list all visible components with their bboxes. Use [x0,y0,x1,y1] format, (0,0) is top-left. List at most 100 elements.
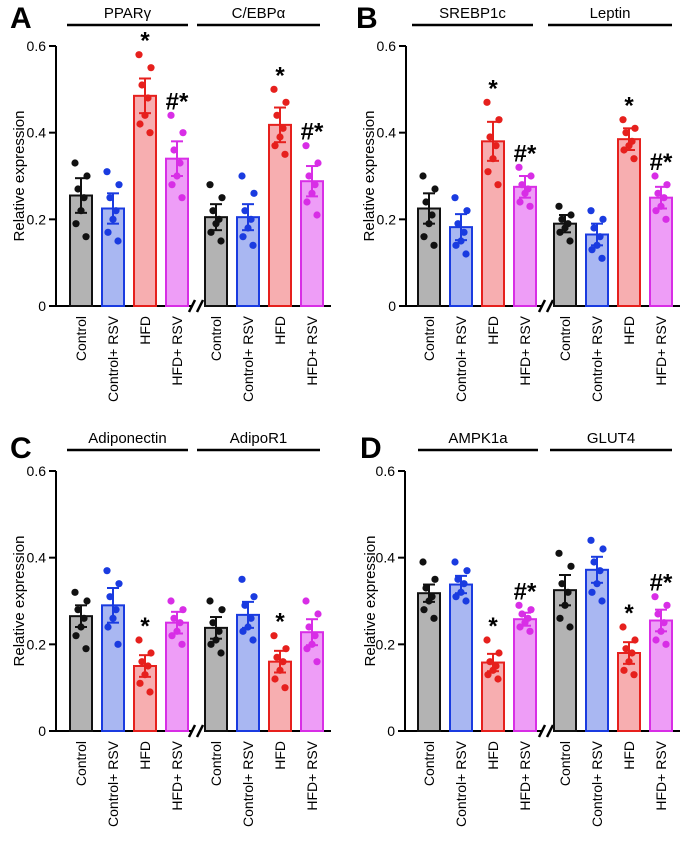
data-point [217,237,225,245]
group-title: Leptin [590,5,631,22]
data-point [282,645,290,653]
data-point [593,241,601,249]
data-point [173,172,181,180]
data-point [516,623,524,631]
data-point [454,220,462,228]
data-point [72,220,80,228]
category-label: HFD+ RSV [304,740,320,810]
category-label: HFD [621,316,637,345]
data-point [104,623,112,631]
data-point [77,623,85,631]
data-point [209,619,217,627]
bar [649,619,673,732]
category-label: Control+ RSV [240,740,256,827]
data-point [112,606,120,614]
data-point [516,198,524,206]
significance-marker: #* [514,140,537,167]
axis-break-mark [537,724,547,738]
data-point [141,671,149,679]
group-title: Adiponectin [88,430,166,447]
data-point [590,224,598,232]
data-point [620,146,628,154]
bar-group-1: GLUT4 Control Control+ RSV * HFD #* HFD+ RSV [550,430,673,827]
data-point [239,627,247,635]
data-point [178,640,186,648]
bar-group-1: AdipoR1 Control Control+ RSV * HFD HFD+ RSV [197,430,324,827]
bar [449,583,473,732]
data-point [489,155,497,163]
data-point [103,567,111,575]
data-point [218,194,226,202]
data-point [599,545,607,553]
panel-a: A Relative expression 0 0.2 0.4 0.6 PPARγ Contr… [10,2,331,402]
category-label: Control [557,316,573,361]
data-point [141,111,149,119]
data-point [271,142,279,150]
category-label: HFD+ RSV [517,740,533,810]
data-point [77,207,85,215]
y-tick-label: 0 [387,723,395,739]
data-point [239,233,247,241]
data-point [561,224,569,232]
data-point [218,606,226,614]
y-tick-label: 0 [38,298,46,314]
data-point [250,189,258,197]
data-point [622,129,630,137]
data-point [588,246,596,254]
category-label: HFD+ RSV [169,315,185,385]
y-tick-label: 0.4 [376,550,396,566]
data-point [83,172,91,180]
data-point [106,593,114,601]
data-point [103,168,111,176]
data-point [241,207,249,215]
category-label: Control [421,316,437,361]
data-point [170,146,178,154]
data-point [587,207,595,215]
panel-d: D Relative expression 0 0.2 0.4 0.6 AMPK1a Cont… [360,430,680,827]
data-point [619,623,627,631]
data-point [596,567,604,575]
significance-marker: * [488,75,498,102]
data-point [494,181,502,189]
data-point [619,116,627,124]
data-point [247,614,255,622]
data-point [238,575,246,583]
data-point [276,133,284,141]
data-point [115,181,123,189]
category-label: Control [73,741,89,786]
data-point [136,679,144,687]
data-point [250,593,258,601]
data-point [486,133,494,141]
category-label: HFD [272,316,288,345]
data-point [462,250,470,258]
data-point [587,536,595,544]
data-point [495,116,503,124]
data-point [176,159,184,167]
data-point [494,675,502,683]
category-label: HFD+ RSV [304,315,320,385]
data-point [657,627,665,635]
data-point [425,220,433,228]
data-point [241,601,249,609]
data-point [82,233,90,241]
panel-letter: D [360,432,382,465]
data-point [147,649,155,657]
data-point [428,211,436,219]
bar-group-1: C/EBPα Control Control+ RSV * HFD #* HFD+ RSV [197,5,324,402]
data-point [136,120,144,128]
bar [553,589,577,733]
category-label: HFD+ RSV [653,315,669,385]
bar [133,94,157,308]
bar [101,604,125,732]
y-tick-label: 0.2 [27,636,47,652]
data-point [598,597,606,605]
data-point [114,237,122,245]
data-point [425,597,433,605]
data-point [238,172,246,180]
y-tick-label: 0.6 [27,38,47,54]
data-point [135,636,143,644]
data-point [281,684,289,692]
data-point [271,675,279,683]
data-point [109,215,117,223]
y-tick-label: 0.2 [27,211,47,227]
